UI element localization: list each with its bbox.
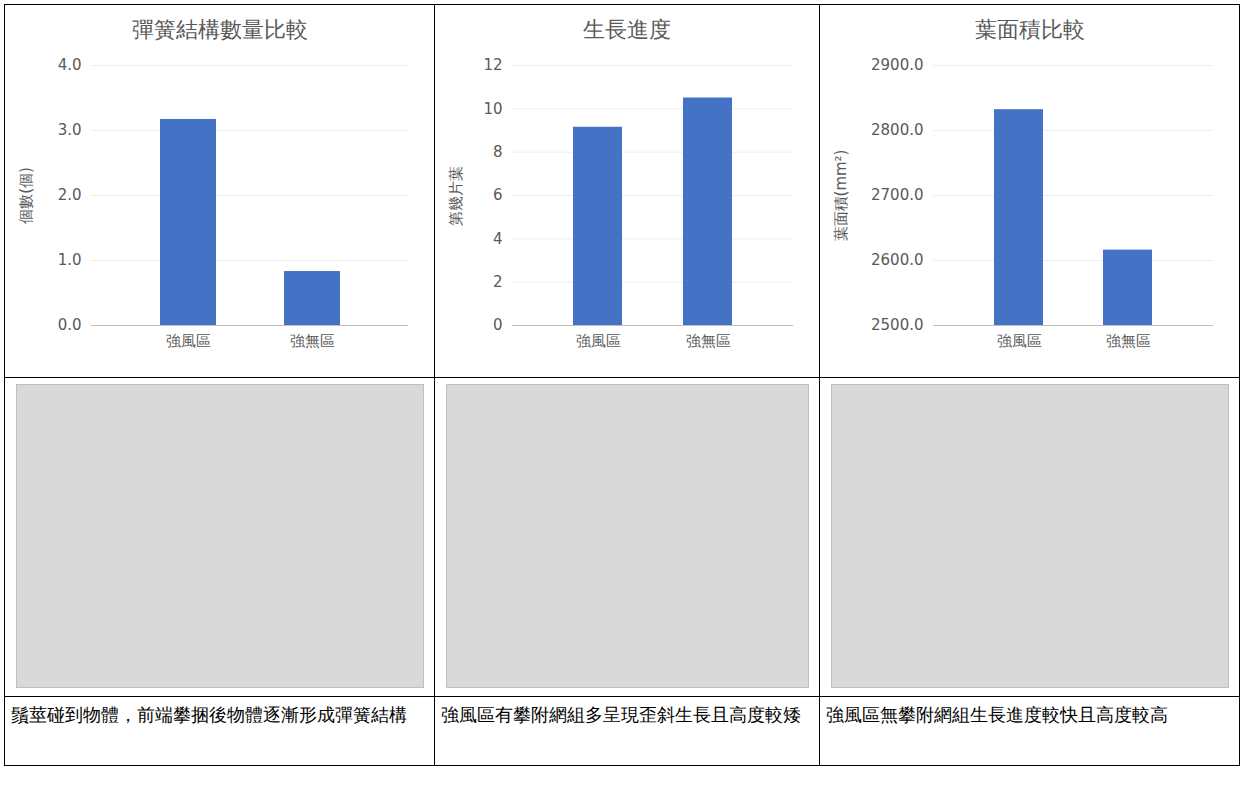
svg-text:4.0: 4.0: [57, 56, 81, 74]
svg-text:葉面積(mm²): 葉面積(mm²): [832, 150, 850, 242]
svg-text:強無區: 強無區: [685, 332, 730, 350]
svg-text:2.0: 2.0: [57, 186, 81, 204]
svg-text:強風區: 強風區: [996, 332, 1041, 350]
svg-text:10: 10: [483, 100, 502, 118]
svg-text:3.0: 3.0: [57, 121, 81, 139]
svg-text:強風區: 強風區: [575, 332, 620, 350]
svg-text:1.0: 1.0: [57, 251, 81, 269]
svg-text:強無區: 強無區: [290, 332, 335, 350]
svg-text:個數(個): 個數(個): [17, 167, 35, 224]
svg-text:2500.0: 2500.0: [871, 316, 924, 334]
html-text:強風區無攀附網組生長進度較快且高度較高: 強風區無攀附網組生長進度較快且高度較高: [826, 704, 1168, 725]
svg-text:4: 4: [492, 230, 502, 248]
svg-text:8: 8: [492, 143, 502, 161]
svg-text:2800.0: 2800.0: [871, 121, 924, 139]
svg-text:2600.0: 2600.0: [871, 251, 924, 269]
html-text:強風區有攀附網組多呈現歪斜生長且高度較矮: 強風區有攀附網組多呈現歪斜生長且高度較矮: [441, 704, 801, 725]
html-text:生長進度: 生長進度: [583, 17, 671, 42]
svg-text:第幾片葉: 第幾片葉: [447, 166, 465, 226]
svg-text:2900.0: 2900.0: [871, 56, 924, 74]
svg-text:2: 2: [492, 273, 502, 291]
svg-text:強無區: 強無區: [1105, 332, 1150, 350]
svg-text:0: 0: [492, 316, 502, 334]
svg-text:0.0: 0.0: [57, 316, 81, 334]
html-text:鬚莖碰到物體，前端攀捆後物體逐漸形成彈簧結構: 鬚莖碰到物體，前端攀捆後物體逐漸形成彈簧結構: [11, 704, 407, 725]
svg-text:12: 12: [483, 56, 502, 74]
svg-text:2700.0: 2700.0: [871, 186, 924, 204]
html-text:葉面積比較: 葉面積比較: [974, 17, 1085, 42]
svg-text:強風區: 強風區: [166, 332, 211, 350]
html-text:彈簧結構數量比較: 彈簧結構數量比較: [131, 17, 308, 42]
svg-text:6: 6: [492, 186, 502, 204]
